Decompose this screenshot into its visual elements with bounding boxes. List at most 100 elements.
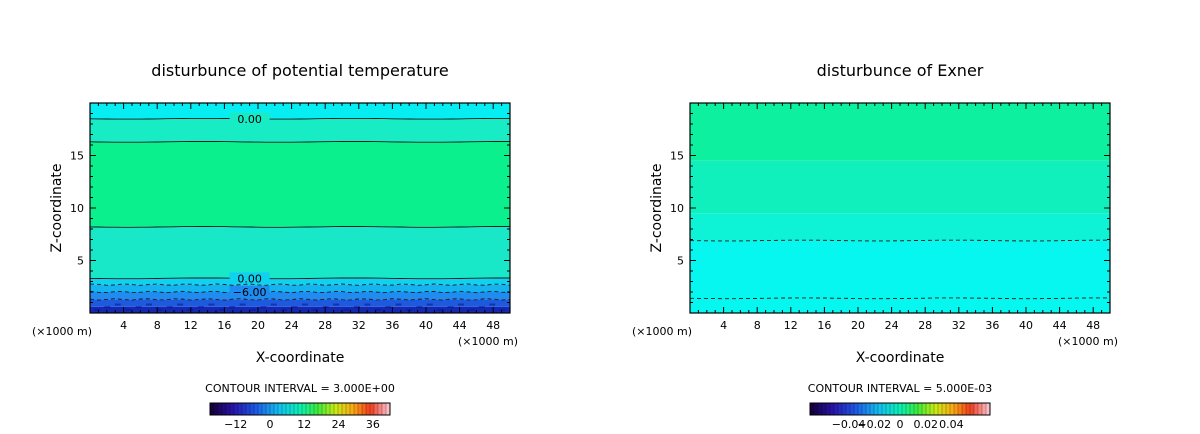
colorbar-segment xyxy=(862,403,867,415)
colorbar-segment xyxy=(242,403,247,415)
contour-label-bg xyxy=(229,112,270,125)
colorbar-segment xyxy=(342,403,347,415)
colorbar-tick-label: 36 xyxy=(366,418,380,431)
colorbar-segment xyxy=(958,403,963,415)
colorbar-segment xyxy=(922,403,927,415)
fill-band xyxy=(690,240,1110,313)
fill-texture xyxy=(135,306,142,309)
fill-texture xyxy=(125,308,132,311)
fill-band xyxy=(690,160,1110,214)
x-tick-label: 44 xyxy=(1053,319,1067,332)
colorbar-segment xyxy=(290,403,295,415)
y-tick-label: 10 xyxy=(70,202,84,215)
contour-label: 0.00 xyxy=(237,113,262,126)
colorbar-segment xyxy=(954,403,959,415)
colorbar-tick-label: 0.02 xyxy=(913,418,938,431)
colorbar-segment xyxy=(930,403,935,415)
fill-texture xyxy=(395,303,402,306)
x-tick-label: 20 xyxy=(851,319,865,332)
colorbar-segment xyxy=(938,403,943,415)
colorbar-segment xyxy=(214,403,219,415)
colorbar-segment xyxy=(246,403,251,415)
colorbar-segment xyxy=(850,403,855,415)
fill-texture xyxy=(104,306,111,309)
fill-band xyxy=(90,118,510,142)
colorbar-segment xyxy=(830,403,835,415)
fill-texture xyxy=(385,306,392,309)
contour-interval: CONTOUR INTERVAL = 5.000E-03 xyxy=(808,382,992,395)
colorbar-segment xyxy=(278,403,283,415)
contour-line xyxy=(89,290,511,294)
colorbar-segment xyxy=(874,403,879,415)
colorbar-segment xyxy=(918,403,923,415)
colorbar-segment xyxy=(374,403,379,415)
fill-texture xyxy=(426,303,433,306)
x-unit-right: (×1000 m) xyxy=(458,335,518,348)
colorbar-segment xyxy=(978,403,983,415)
colorbar-segment xyxy=(238,403,243,415)
colorbar-segment xyxy=(258,403,263,415)
fill-texture xyxy=(333,303,340,306)
fill-texture xyxy=(270,303,277,306)
fill-band xyxy=(90,103,510,119)
fill-texture xyxy=(489,303,496,306)
x-tick-label: 12 xyxy=(184,319,198,332)
colorbar-segment xyxy=(902,403,907,415)
contour-line xyxy=(689,239,1110,242)
colorbar-segment xyxy=(310,403,315,415)
colorbar-segment xyxy=(382,403,387,415)
colorbar-tick-label: 0 xyxy=(897,418,904,431)
colorbar-segment xyxy=(866,403,871,415)
colorbar-segment xyxy=(370,403,375,415)
fill-texture xyxy=(291,306,298,309)
fill-texture xyxy=(156,308,163,311)
colorbar-segment xyxy=(274,403,279,415)
colorbar-segment xyxy=(982,403,987,415)
colorbar-segment xyxy=(294,403,299,415)
contour-line xyxy=(89,117,510,120)
fill-band xyxy=(90,141,510,227)
fill-texture xyxy=(198,306,204,309)
y-tick-label: 15 xyxy=(70,150,84,163)
colorbar-segment xyxy=(946,403,951,415)
fill-texture xyxy=(94,308,100,311)
colorbar-segment xyxy=(974,403,979,415)
fill-band xyxy=(90,278,510,285)
colorbar-segment xyxy=(254,403,259,415)
colorbar-tick-label: −0.04 xyxy=(832,418,866,431)
contour-interval: CONTOUR INTERVAL = 3.000E+00 xyxy=(205,382,395,395)
fill-texture xyxy=(437,308,444,311)
colorbar-segment xyxy=(338,403,343,415)
colorbar-segment xyxy=(318,403,323,415)
colorbar-segment xyxy=(346,403,351,415)
colorbar-segment xyxy=(234,403,239,415)
fill-texture xyxy=(114,303,121,306)
colorbar-segment xyxy=(230,403,235,415)
y-tick-label: 10 xyxy=(670,202,684,215)
fill-texture xyxy=(364,303,371,306)
colorbar-segment xyxy=(826,403,831,415)
contour-line xyxy=(89,277,510,280)
fill-texture xyxy=(250,308,256,311)
fill-texture xyxy=(208,303,215,306)
colorbar-segment xyxy=(942,403,947,415)
colorbar-segment xyxy=(814,403,819,415)
x-tick-label: 32 xyxy=(952,319,966,332)
fill-texture xyxy=(260,306,267,309)
colorbar-segment xyxy=(378,403,383,415)
x-tick-label: 4 xyxy=(720,319,727,332)
colorbar-frame xyxy=(809,402,991,416)
colorbar-segment xyxy=(910,403,915,415)
x-tick-label: 12 xyxy=(784,319,798,332)
panel-1: disturbunce of potential temperature 0.00… xyxy=(32,61,518,431)
fill-band xyxy=(90,306,510,313)
y-axis-label: Z-coordinate xyxy=(49,163,65,252)
fill-band xyxy=(90,292,510,300)
fill-band xyxy=(90,284,510,292)
contour-label: 0.00 xyxy=(237,272,262,285)
colorbar-segment xyxy=(950,403,955,415)
colorbar-segment xyxy=(362,403,367,415)
fill-texture xyxy=(177,303,184,306)
fill-texture xyxy=(281,308,288,311)
